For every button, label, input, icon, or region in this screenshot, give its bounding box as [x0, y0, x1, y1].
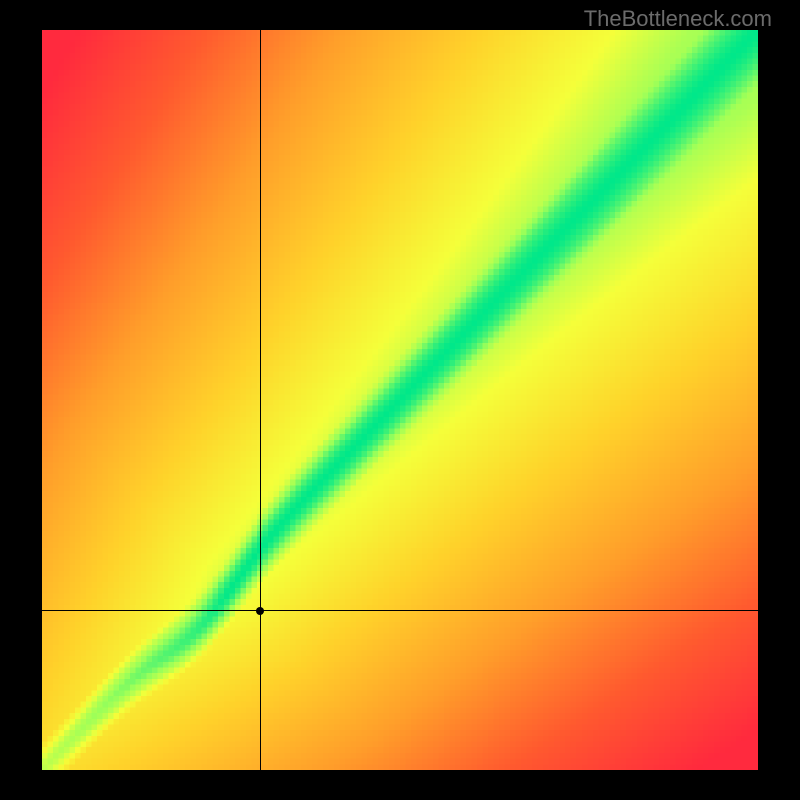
watermark-text: TheBottleneck.com	[584, 6, 772, 32]
crosshair-horizontal	[42, 610, 758, 611]
chart-container: TheBottleneck.com	[0, 0, 800, 800]
crosshair-vertical	[260, 30, 261, 770]
bottleneck-heatmap	[42, 30, 758, 770]
